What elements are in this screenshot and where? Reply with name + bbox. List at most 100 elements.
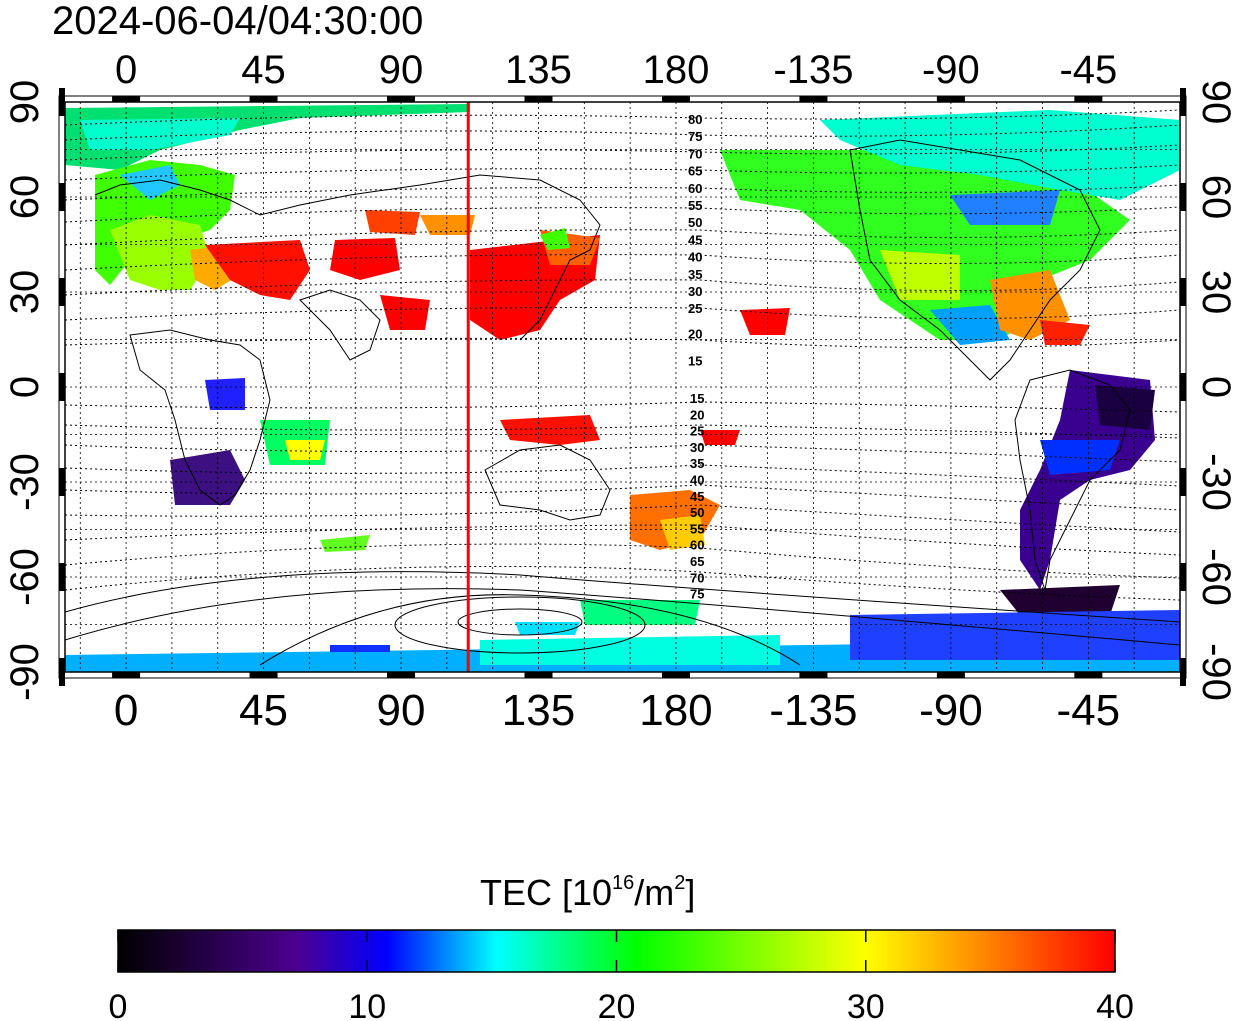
top-lon-label: -45 [1059, 48, 1117, 92]
bottom-lon-label: 180 [639, 686, 712, 735]
colorbar-tick-label: 40 [1096, 988, 1134, 1021]
colorbar-tick-label: 20 [598, 988, 636, 1021]
contour-label-north: 75 [688, 129, 702, 144]
contour-label-north: 15 [688, 354, 702, 369]
frame-tick-left [59, 658, 65, 686]
svg-text:TEC [1016/m2]: TEC [1016/m2] [480, 872, 695, 913]
bottom-lon-label: 135 [502, 686, 575, 735]
frame-tick-right [1180, 468, 1186, 496]
contour-label-north: 70 [688, 146, 702, 161]
contour-label-south: 35 [690, 456, 704, 471]
contour-label-north: 65 [688, 164, 702, 179]
colorbar-label-sup1: 16 [612, 872, 634, 894]
top-lon-label: 45 [241, 48, 286, 92]
right-lat-label: -30 [1194, 453, 1235, 511]
frame-tick-right [1180, 278, 1186, 306]
contour-label-south: 40 [690, 473, 704, 488]
contour-label-north: 45 [688, 232, 702, 247]
bottom-lon-label: 90 [377, 686, 426, 735]
contour-label-south: 55 [690, 521, 704, 536]
frame-tick-left [59, 563, 65, 591]
frame-ticks [59, 88, 1186, 686]
top-lon-label: 0 [115, 48, 137, 92]
contour-label-south: 50 [690, 505, 704, 520]
right-lat-label: -90 [1194, 643, 1235, 701]
lat-lon-grid [65, 102, 1180, 672]
frame-tick-left [59, 468, 65, 496]
colorbar-label-mid: /m [634, 872, 674, 913]
colorbar-title: TEC [1016/m2] [480, 872, 695, 913]
frame-tick-top [387, 96, 416, 102]
contour-label-north: 20 [688, 326, 702, 341]
frame-tick-top [1074, 96, 1103, 102]
left-lat-label: -90 [3, 643, 47, 701]
frame-tick-top [112, 96, 141, 102]
top-lon-label: 180 [643, 48, 710, 92]
frame-tick-right [1180, 373, 1186, 401]
frame-tick-bottom [249, 672, 278, 678]
frame-tick-right [1180, 88, 1186, 116]
colorbar-label-main: TEC [10 [480, 872, 612, 913]
right-lat-label: 30 [1194, 270, 1235, 315]
colorbar-tick-label: 10 [348, 988, 386, 1021]
left-latitude-labels: 90 60 30 0 -30 -60 -90 [3, 80, 47, 701]
contour-labels: 8075706560555045403530252015152025303540… [688, 112, 704, 602]
timestamp-title: 2024-06-04/04:30:00 [52, 0, 423, 43]
left-lat-label: 0 [3, 376, 47, 398]
right-lat-label: 0 [1194, 376, 1235, 398]
frame-tick-bottom [387, 672, 416, 678]
coastline [94, 139, 1131, 591]
frame-tick-top [661, 96, 690, 102]
contour-label-south: 65 [690, 554, 704, 569]
contour-label-south: 25 [690, 424, 704, 439]
frame-tick-bottom [112, 672, 141, 678]
contour-label-north: 35 [688, 267, 702, 282]
contour-label-south: 45 [690, 489, 704, 504]
tec-data-layer [65, 104, 1180, 672]
contour-label-north: 50 [688, 215, 702, 230]
frame-tick-right [1180, 183, 1186, 211]
contour-label-north: 55 [688, 198, 702, 213]
frame-tick-left [59, 88, 65, 116]
contour-label-south: 60 [690, 538, 704, 553]
bottom-lon-label: -45 [1057, 686, 1121, 735]
frame-tick-left [59, 373, 65, 401]
bottom-lon-label: -90 [919, 686, 983, 735]
colorbar-label-end: ] [685, 872, 695, 913]
right-lat-label: 60 [1194, 175, 1235, 220]
top-lon-label: -90 [922, 48, 980, 92]
bottom-lon-label: 45 [239, 686, 288, 735]
frame-tick-bottom [1074, 672, 1103, 678]
frame-tick-bottom [936, 672, 965, 678]
frame-tick-left [59, 183, 65, 211]
left-lat-label: 60 [3, 175, 47, 220]
contour-lines [65, 109, 1180, 666]
contour-label-north: 80 [688, 112, 702, 127]
top-lon-label: 135 [505, 48, 572, 92]
colorbar-label-sup2: 2 [674, 872, 685, 894]
frame-tick-left [59, 278, 65, 306]
right-lat-label: -60 [1194, 548, 1235, 606]
contour-label-south: 15 [690, 391, 704, 406]
top-lon-label: -135 [773, 48, 853, 92]
right-lat-label: 90 [1194, 80, 1235, 125]
frame-tick-right [1180, 658, 1186, 686]
contour-label-south: 20 [690, 407, 704, 422]
frame-tick-top [936, 96, 965, 102]
bottom-longitude-labels: 0 45 90 135 180 -135 -90 -45 [114, 686, 1120, 735]
frame-tick-bottom [524, 672, 553, 678]
top-lon-label: 90 [379, 48, 424, 92]
frame-tick-top [249, 96, 278, 102]
left-lat-label: 30 [3, 270, 47, 315]
frame-tick-bottom [661, 672, 690, 678]
contour-label-south: 30 [690, 440, 704, 455]
frame-tick-right [1180, 563, 1186, 591]
contour-label-south: 70 [690, 570, 704, 585]
contour-label-north: 25 [688, 301, 702, 316]
left-lat-label: -60 [3, 548, 47, 606]
left-lat-label: 90 [3, 80, 47, 125]
contour-label-north: 60 [688, 181, 702, 196]
colorbar-tick-label: 0 [109, 988, 128, 1021]
bottom-lon-label: -135 [769, 686, 857, 735]
